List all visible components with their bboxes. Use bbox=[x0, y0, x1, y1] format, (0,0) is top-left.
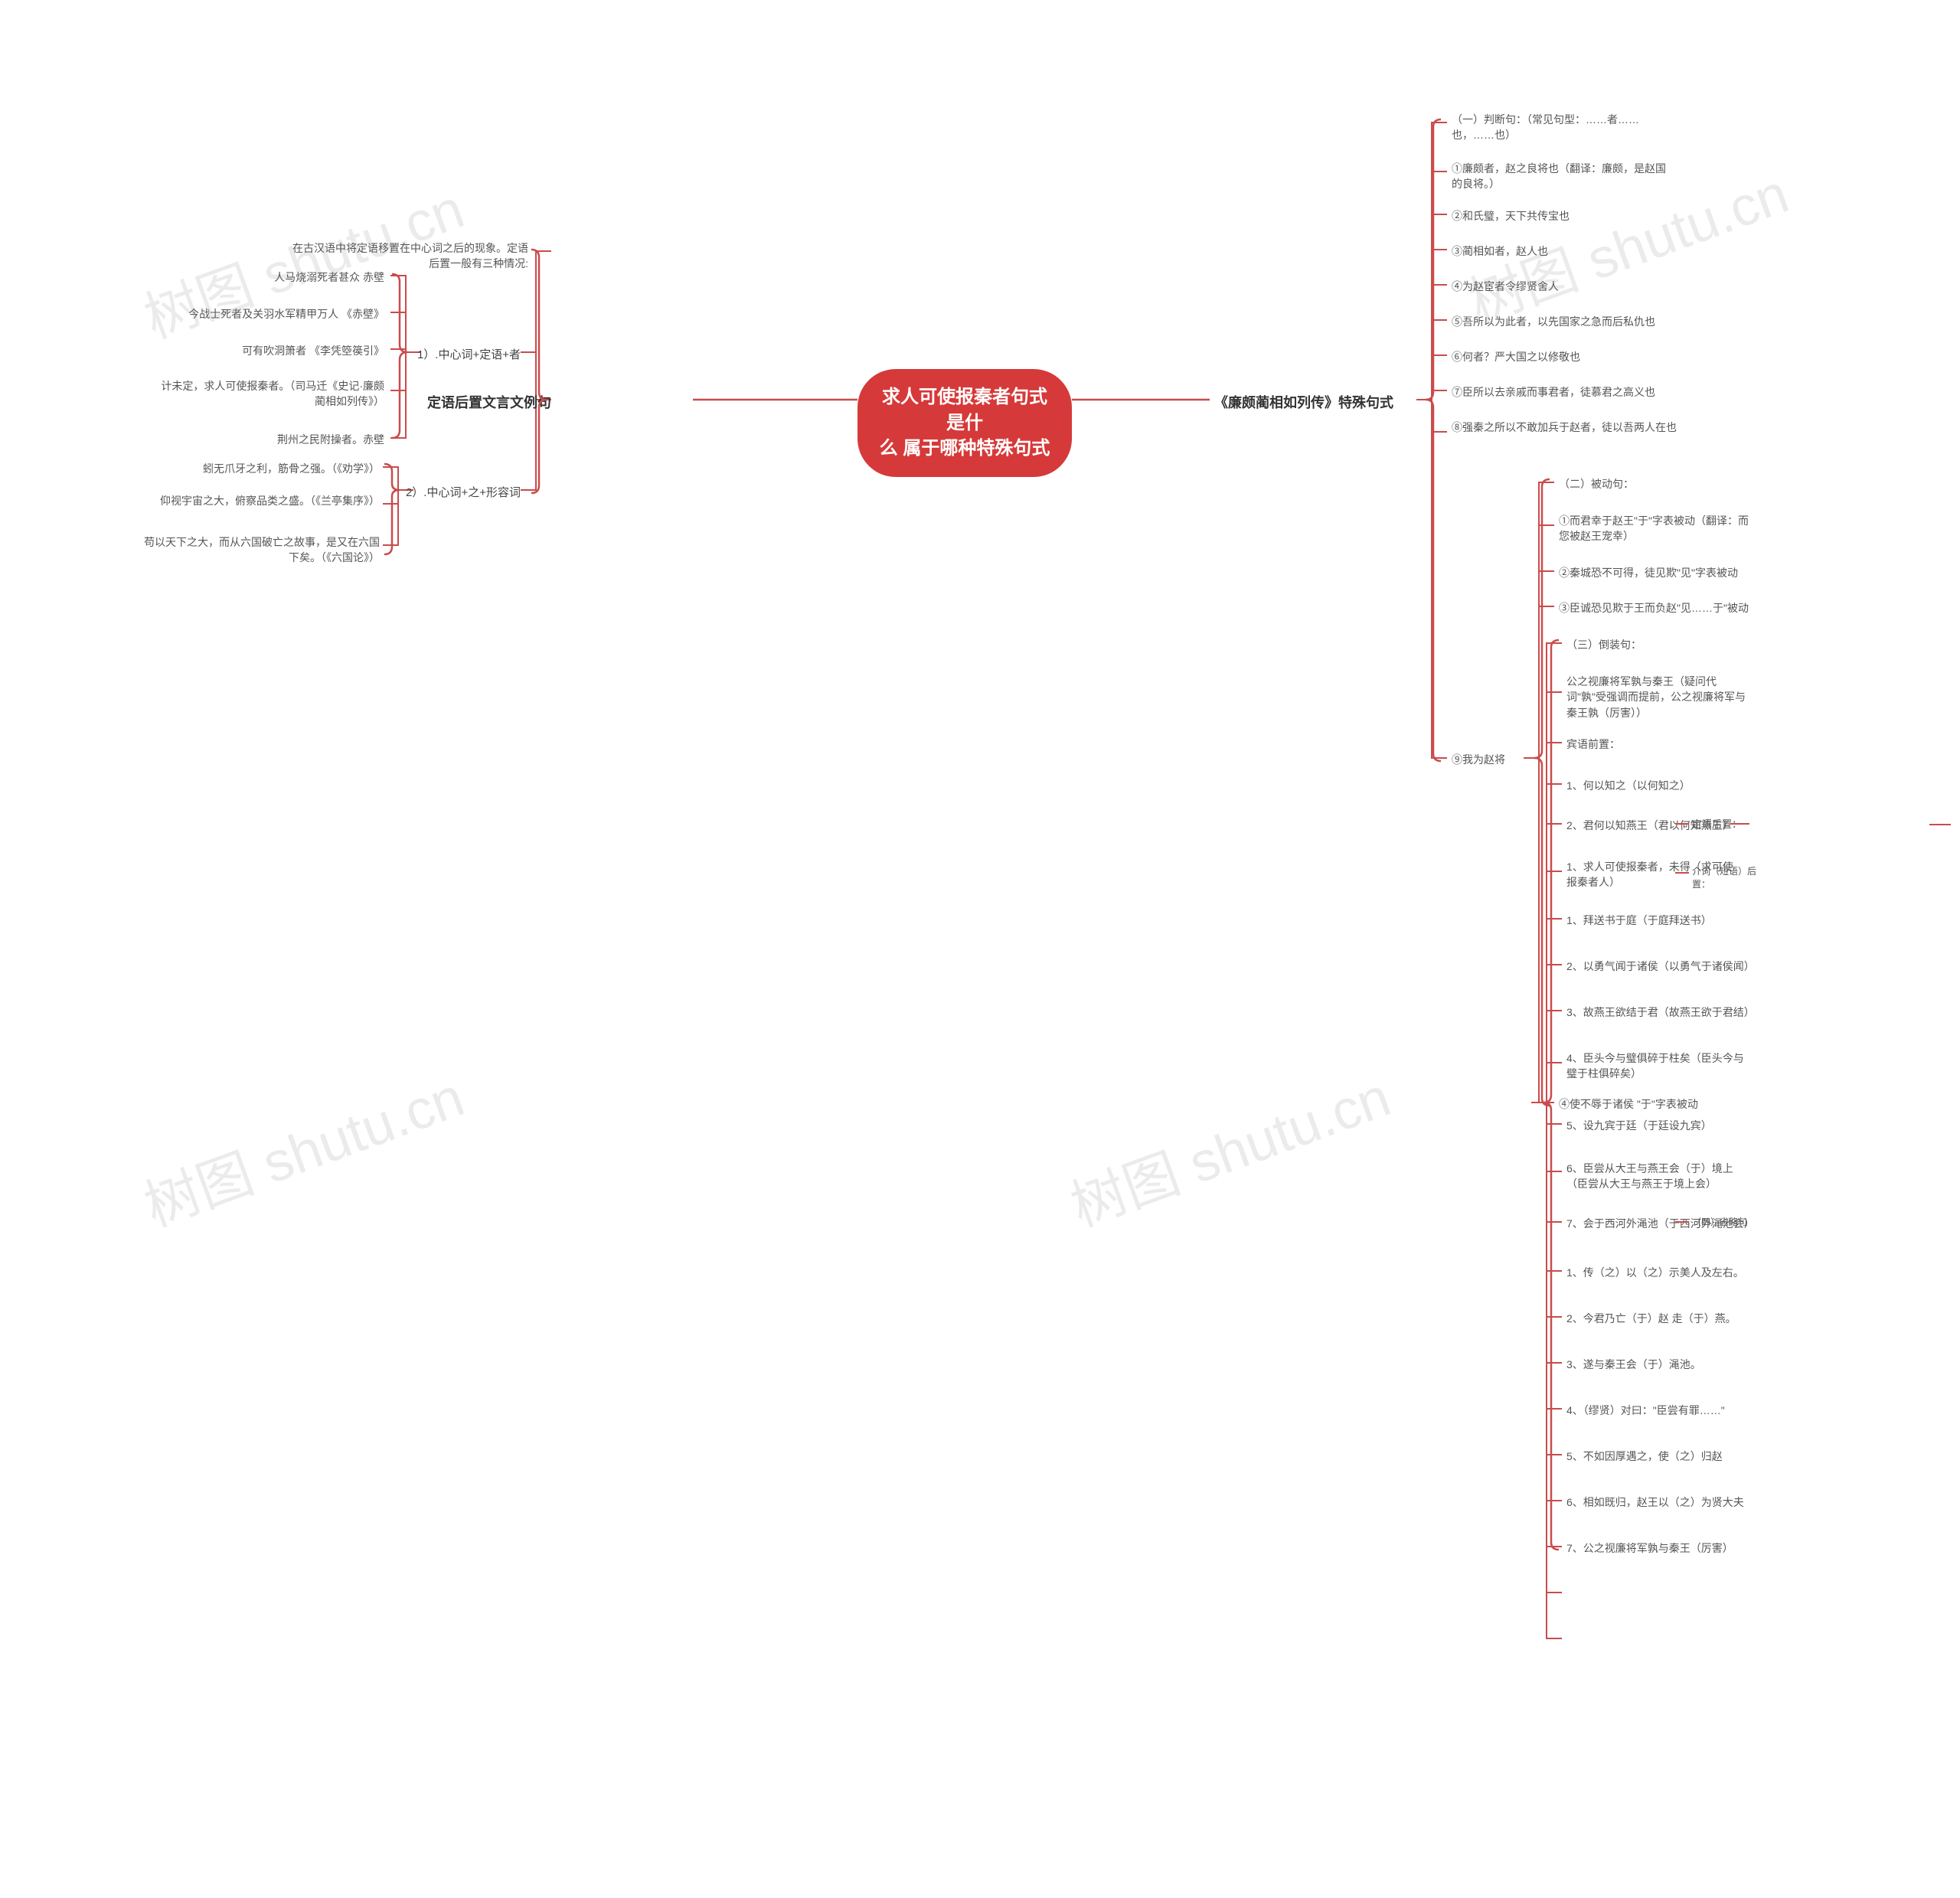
right-sec1-item: ⑤吾所以为此者，以先国家之急而后私仇也 bbox=[1452, 314, 1655, 329]
link-icon bbox=[1929, 824, 1951, 825]
right-sec3-intro: 公之视廉将军孰与秦王（疑问代词"孰"受强调而提前，公之视廉将军与秦王孰（厉害）） bbox=[1566, 674, 1750, 720]
title-line2: 么 属于哪种特殊句式 bbox=[880, 438, 1050, 459]
title-line1: 求人可使报秦者句式是什 bbox=[882, 387, 1047, 433]
right-sec1-item: ①廉颇者，赵之良将也（翻译：廉颇，是赵国的良将。） bbox=[1452, 161, 1666, 192]
right-jieci-item: 5、设九宾于廷（于廷设九宾） bbox=[1566, 1118, 1712, 1133]
right-sec1-label: （一）判断句：（常见句型：……者……也，……也） bbox=[1452, 112, 1666, 143]
left-group1-label: 1）.中心词+定语+者 bbox=[417, 346, 521, 362]
left-g1-item: 荆州之民附操者。赤壁 bbox=[277, 432, 384, 447]
left-g1-item: 人马烧溺死者甚众 赤壁 bbox=[274, 270, 384, 285]
left-group2-label: 2）.中心词+之+形容词 bbox=[406, 484, 521, 500]
left-g1-item: 可有吹洞箫者 《李凭箜篌引》 bbox=[242, 343, 384, 358]
center-title: 求人可使报秦者句式是什 么 属于哪种特殊句式 bbox=[858, 369, 1072, 477]
right-dingyu-side-label: 定语后置： bbox=[1692, 818, 1742, 832]
right-sec4-item: 3、遂与秦王会（于）渑池。 bbox=[1566, 1357, 1701, 1372]
left-g1-item: 计未定，求人可使报秦者。（司马迁《史记·廉颇蔺相如列传》） bbox=[155, 378, 384, 410]
right-binyu-label: 宾语前置： bbox=[1566, 737, 1620, 752]
left-intro: 在古汉语中将定语移置在中心词之后的现象。定语后置一般有三种情况: bbox=[283, 240, 528, 272]
right-sec1-item: ④为赵宦者令缪贤舍人 bbox=[1452, 279, 1559, 294]
right-sec3-label: （三）倒装句： bbox=[1566, 637, 1642, 652]
right-sec1-item: ⑧强秦之所以不敢加兵于赵者，徒以吾两人在也 bbox=[1452, 420, 1677, 435]
right-jieci-item: 2、以勇气闻于诸侯（以勇气于诸侯闻） bbox=[1566, 959, 1755, 974]
right-jieci-item: 1、拜送书于庭（于庭拜送书） bbox=[1566, 913, 1712, 928]
right-sec1-item: ②和氏璧，天下共传宝也 bbox=[1452, 208, 1570, 224]
right-sec2-item: ③臣诚恐见欺于王而负赵"见……于"被动 bbox=[1559, 600, 1749, 616]
right-jieci-item: 3、故燕王欲结于君（故燕王欲于君结） bbox=[1566, 1005, 1755, 1020]
right-sec4-side-label: （四）省略句 bbox=[1692, 1216, 1747, 1229]
right-sec1-item: ⑥何者？严大国之以修敬也 bbox=[1452, 349, 1580, 364]
right-sec1-item: ③蔺相如者，赵人也 bbox=[1452, 243, 1548, 259]
right-main-branch: 《廉颇蔺相如列传》特殊句式 bbox=[1214, 392, 1393, 412]
right-jieci-item: 6、臣尝从大王与燕王会（于）境上（臣尝从大王与燕王于境上会） bbox=[1566, 1161, 1750, 1192]
left-g1-item: 今战士死者及关羽水军精甲万人 《赤壁》 bbox=[188, 306, 384, 322]
watermark: 树图 shutu.cn bbox=[132, 1052, 473, 1242]
left-g2-item: 仰视宇宙之大，俯察品类之盛。（《兰亭集序》） bbox=[160, 493, 380, 508]
left-main-branch: 定语后置文言文例句 bbox=[427, 392, 551, 412]
right-sec1-item: ⑦臣所以去亲戚而事君者，徒慕君之高义也 bbox=[1452, 384, 1655, 400]
right-sec4-item: 6、相如既归，赵王以（之）为贤大夫 bbox=[1566, 1495, 1744, 1510]
right-sec2-item: ①而君幸于赵王"于"字表被动（翻译：而您被赵王宠幸） bbox=[1559, 513, 1758, 544]
left-g2-item: 苟以天下之大，而从六国破亡之故事，是又在六国下矣。（《六国论》） bbox=[135, 534, 380, 566]
right-jieci-item: 4、臣头今与璧俱碎于柱矣（臣头今与璧于柱俱碎矣） bbox=[1566, 1050, 1750, 1082]
right-sec4-item: 4、（缪贤）对曰："臣尝有罪……" bbox=[1566, 1403, 1725, 1418]
left-g2-item: 蚓无爪牙之利，筋骨之强。（《劝学》） bbox=[203, 461, 380, 476]
right-sec4-item: 7、公之视廉将军孰与秦王（厉害） bbox=[1566, 1540, 1733, 1556]
right-jieci-side-label: 介词（短语）后置： bbox=[1692, 865, 1761, 892]
watermark: 树图 shutu.cn bbox=[1058, 1052, 1400, 1242]
right-sec4-item: 5、不如因厚遇之，使（之）归赵 bbox=[1566, 1449, 1723, 1464]
right-sec2-parent: ⑨我为赵将 bbox=[1452, 752, 1505, 767]
right-binyu-item: 1、何以知之（以何知之） bbox=[1566, 778, 1690, 793]
right-sec4-item: 1、传（之）以（之）示美人及左右。 bbox=[1566, 1265, 1744, 1280]
right-sec4-item: 2、今君乃亡（于）赵 走（于）燕。 bbox=[1566, 1311, 1736, 1326]
right-sec2-label: （二）被动句： bbox=[1559, 476, 1634, 492]
right-sec2-item: ②秦城恐不可得，徒见欺"见"字表被动 bbox=[1559, 565, 1738, 580]
right-sec3-parent: ④使不辱于诸侯 "于"字表被动 bbox=[1559, 1096, 1698, 1112]
